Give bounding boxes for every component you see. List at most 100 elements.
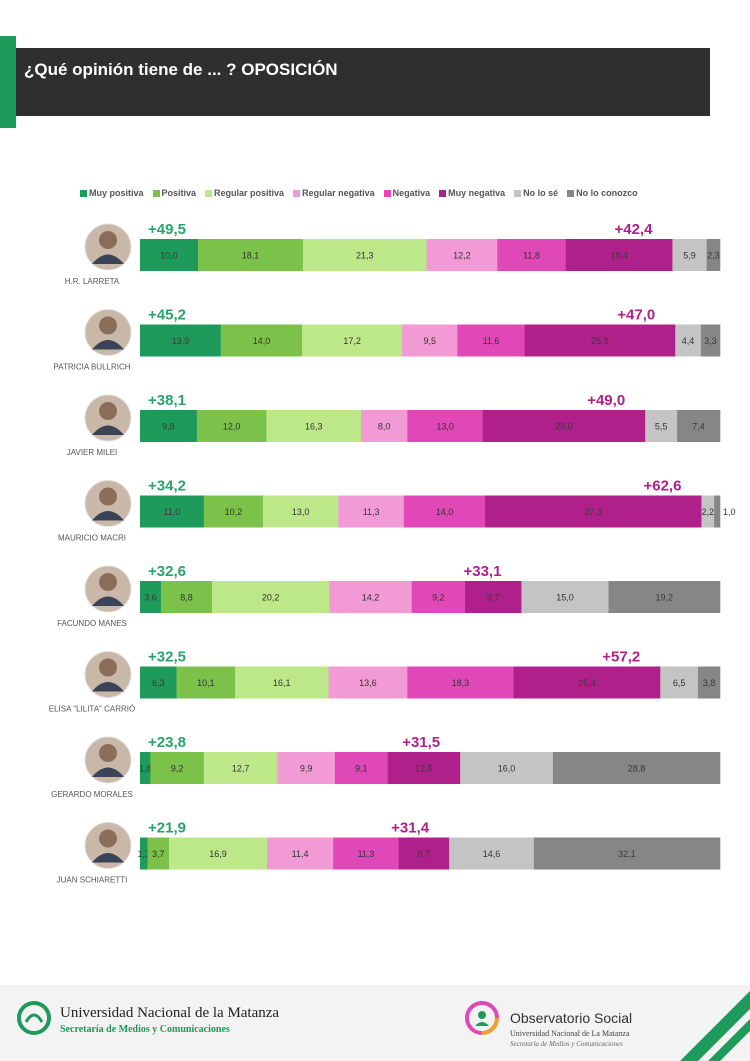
bar-segment <box>513 666 661 699</box>
positive-total-label: +34,2 <box>148 478 186 495</box>
bar-segment <box>140 581 162 613</box>
legend-swatch <box>293 189 301 197</box>
bar-segment <box>334 752 388 784</box>
avatar-head-icon <box>99 744 117 762</box>
bar-value-label: 2,3 <box>707 251 720 261</box>
positive-total-label: +23,8 <box>148 734 186 751</box>
university-logo-icon <box>17 1001 51 1035</box>
bar-segment <box>387 752 461 784</box>
positive-total-label: +32,5 <box>148 649 186 666</box>
positive-total-label: +49,5 <box>148 221 186 238</box>
bar-value-label: 12,2 <box>453 251 471 261</box>
negative-total-label: +42,4 <box>614 221 653 238</box>
bar-segment <box>267 837 334 870</box>
bar-segment <box>465 581 522 613</box>
bar-segment <box>140 410 198 442</box>
candidate-name: MAURICIO MACRI <box>58 534 126 543</box>
bar-value-label: 19,2 <box>655 593 673 603</box>
legend-item: Regular positiva <box>205 188 284 198</box>
candidate-name: PATRICIA BULLRICH <box>53 363 130 372</box>
bar-segment <box>160 581 213 613</box>
legend-item: Regular negativa <box>293 188 375 198</box>
bar-value-label: 11,8 <box>523 251 540 261</box>
negative-total-label: +33,1 <box>463 563 501 580</box>
bar-segment <box>497 239 567 271</box>
legend-label: Regular positiva <box>214 188 285 198</box>
bar-segment <box>176 666 236 699</box>
bar-segment <box>203 752 278 784</box>
bar-value-label: 12,0 <box>223 422 241 432</box>
observatorio-subtitle: Universidad Nacional de La Matanza <box>510 1029 630 1038</box>
bar-value-label: 6,5 <box>673 678 686 688</box>
negative-total-label: +31,4 <box>391 820 430 837</box>
bar-value-label: 13,9 <box>172 336 190 346</box>
bar-segment <box>608 581 721 613</box>
bar-value-label: 10,1 <box>197 678 215 688</box>
bar-value-label: 9,2 <box>171 764 184 774</box>
bar-value-label: 1,8 <box>139 764 152 774</box>
bar-value-label: 3,8 <box>703 678 716 688</box>
candidate-name: JUAN SCHIARETTI <box>57 876 128 885</box>
bar-value-label: 7,4 <box>692 422 705 432</box>
bar-value-label: 5,5 <box>655 422 668 432</box>
legend-swatch <box>383 189 391 197</box>
bar-value-label: 13,6 <box>359 678 377 688</box>
bar-value-label: 9,9 <box>300 764 313 774</box>
bar-segment <box>198 239 304 271</box>
bar-segment <box>140 239 199 271</box>
bar-segment <box>714 495 721 528</box>
bar-segment <box>203 495 264 528</box>
candidate-name: H.R. LARRETA <box>65 277 120 286</box>
bar-value-label: 21,3 <box>356 251 374 261</box>
bar-value-label: 3,3 <box>704 336 717 346</box>
legend-label: Negativa <box>392 188 431 198</box>
bar-segment <box>524 324 676 357</box>
bar-value-label: 4,4 <box>682 336 695 346</box>
candidate-name: ELISA "LILITA" CARRIÓ <box>49 705 135 714</box>
header-accent-bar <box>0 36 16 128</box>
bar-segment <box>328 666 408 699</box>
bar-value-label: 17,2 <box>343 336 361 346</box>
bar-segment <box>402 324 458 357</box>
legend-label: Muy positiva <box>89 188 144 198</box>
bar-segment <box>706 239 721 271</box>
avatar-body-icon <box>92 340 124 350</box>
positive-total-label: +32,6 <box>148 563 186 580</box>
candidate-name: GERARDO MORALES <box>51 790 133 799</box>
university-name: Universidad Nacional de la Matanza <box>60 1005 280 1021</box>
bar-value-label: 10,2 <box>225 507 243 517</box>
university-subtitle: Secretaría de Medios y Comunicaciones <box>60 1024 230 1035</box>
avatar-head-icon <box>99 573 117 591</box>
bar-value-label: 16,1 <box>273 678 291 688</box>
bar-value-label: 14,2 <box>362 593 380 603</box>
bar-value-label: 11,4 <box>292 849 309 859</box>
bar-value-label: 9,8 <box>162 422 175 432</box>
bar-segment <box>140 666 177 699</box>
legend-item: No lo sé <box>514 188 558 198</box>
avatar-body-icon <box>92 511 124 521</box>
bar-value-label: 11,0 <box>163 507 180 517</box>
bar-segment <box>645 410 678 442</box>
bar-segment <box>220 324 303 357</box>
legend-label: Muy negativa <box>448 188 506 198</box>
bar-segment <box>697 666 721 699</box>
bar-value-label: 9,7 <box>487 593 500 603</box>
bar-segment <box>407 410 484 442</box>
positive-total-label: +45,2 <box>148 307 186 324</box>
bar-value-label: 11,3 <box>357 849 374 859</box>
bar-segment <box>262 495 339 528</box>
bar-segment <box>211 581 330 613</box>
negative-total-label: +62,6 <box>643 478 681 495</box>
bar-value-label: 37,3 <box>585 507 603 517</box>
bar-value-label: 28,8 <box>628 764 646 774</box>
legend-item: No lo conozco <box>567 188 638 198</box>
legend-item: Negativa <box>383 188 431 198</box>
legend-label: Positiva <box>161 188 197 198</box>
bar-segment <box>460 752 554 784</box>
bar-value-label: 25,9 <box>591 336 609 346</box>
bar-value-label: 9,5 <box>423 336 436 346</box>
bar-segment <box>150 752 205 784</box>
bar-segment <box>277 752 336 784</box>
bar-value-label: 18,4 <box>610 251 628 261</box>
bar-value-label: 14,0 <box>436 507 454 517</box>
